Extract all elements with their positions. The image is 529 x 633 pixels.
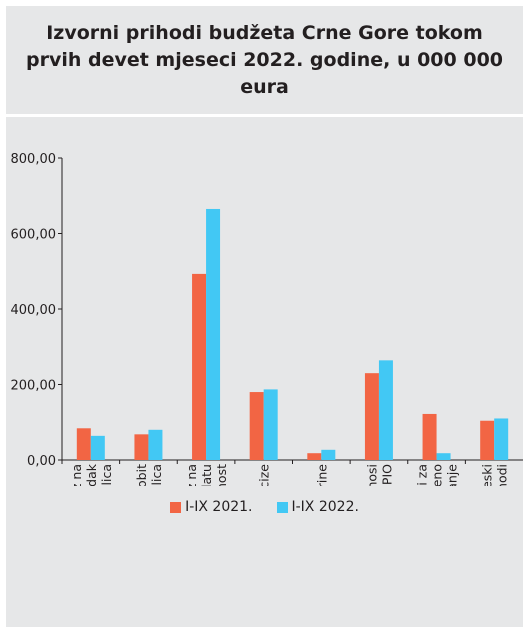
category-label: vrijednost — [214, 464, 229, 486]
category-label: dodatu — [199, 464, 214, 486]
title-box: Izvorni prihodi budžeta Crne Gore tokom … — [6, 6, 523, 114]
category-label: Porez na dobit — [134, 464, 149, 486]
legend-label-2021: I-IX 2021. — [185, 499, 253, 515]
bar-2022 — [90, 435, 105, 460]
category-label: Carine — [314, 464, 329, 486]
category-label-group: Doprinosi zazdravstvenoosiguranje — [415, 464, 460, 486]
y-tick-label: 600,00 — [11, 228, 57, 243]
bar-2022 — [321, 449, 336, 460]
bar-2021 — [192, 273, 207, 460]
legend-label-2022: I-IX 2022. — [291, 499, 359, 515]
y-tick-label: 800,00 — [11, 152, 57, 167]
legend-item-2022: I-IX 2022. — [276, 499, 359, 515]
category-label: dohodak — [84, 463, 99, 486]
bar-2022 — [263, 389, 278, 460]
category-label: fizičkih lica — [99, 464, 114, 486]
category-label: prihodi — [495, 464, 510, 486]
category-label: osiguranje — [445, 464, 460, 486]
y-tick-label: 200,00 — [11, 379, 57, 394]
category-label-group: Akcize — [257, 464, 272, 486]
bar-2021 — [307, 453, 322, 460]
category-label: za PIO — [379, 464, 394, 486]
bar-2022 — [378, 360, 393, 460]
y-tick-label: 0,00 — [27, 454, 56, 469]
category-label: Akcize — [257, 464, 272, 486]
legend: I-IX 2021. I-IX 2022. — [6, 494, 523, 520]
legend-swatch-2022 — [276, 501, 288, 513]
category-label: Doprinosi za — [415, 464, 430, 486]
bar-2021 — [422, 413, 437, 460]
bar-2022 — [494, 418, 509, 460]
bar-2021 — [480, 420, 495, 460]
category-label: Porez na — [184, 464, 199, 486]
chart-title: Izvorni prihodi budžeta Crne Gore tokom … — [25, 21, 504, 98]
chart-card: Izvorni prihodi budžeta Crne Gore tokom … — [6, 6, 523, 627]
bar-2022 — [148, 429, 163, 460]
category-label: Doprinosi — [364, 464, 379, 486]
bar-2021 — [76, 428, 91, 460]
category-label-group: Carine — [314, 464, 329, 486]
bar-2022 — [206, 208, 221, 460]
category-label: Porez na — [69, 464, 84, 486]
category-label: pravnih lica — [149, 464, 164, 486]
bar-2021 — [364, 373, 379, 460]
bar-2021 — [134, 434, 149, 460]
category-label-group: Porez nadohodakfizičkih lica — [69, 463, 114, 486]
legend-swatch-2021 — [170, 501, 182, 513]
category-label-group: Doprinosiza PIO — [364, 464, 394, 486]
category-label-group: Porez nadodatuvrijednost — [184, 464, 229, 486]
category-label-group: Neporeskiprihodi — [480, 464, 510, 486]
category-label-group: Porez na dobitpravnih lica — [134, 464, 164, 486]
legend-item-2021: I-IX 2021. — [170, 499, 253, 515]
category-label: Neporeski — [480, 464, 495, 486]
bar-2021 — [249, 392, 264, 460]
title-divider — [6, 114, 523, 117]
y-tick-label: 400,00 — [11, 303, 57, 318]
category-label: zdravstveno — [430, 464, 445, 486]
bar-2022 — [436, 453, 451, 460]
